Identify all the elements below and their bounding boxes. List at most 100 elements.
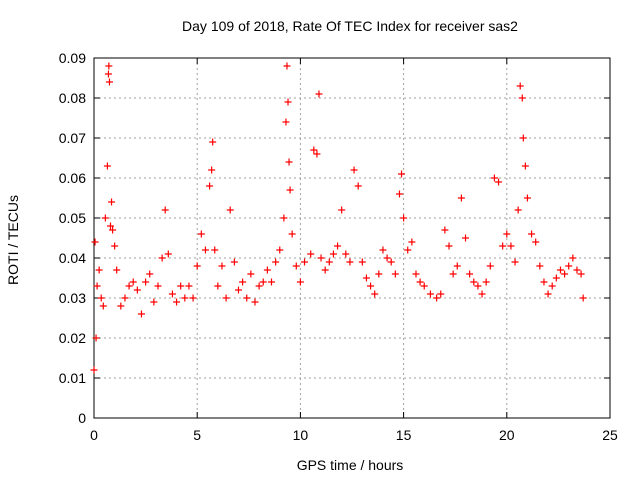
chart-title: Day 109 of 2018, Rate Of TEC Index for r…	[182, 18, 518, 34]
grid-lines	[94, 58, 610, 418]
data-point	[181, 294, 189, 302]
x-tick-label: 10	[293, 427, 309, 443]
data-point	[420, 282, 428, 290]
data-point	[173, 298, 181, 306]
data-point	[453, 262, 461, 270]
data-point	[189, 294, 197, 302]
data-point	[108, 198, 116, 206]
data-point	[395, 190, 403, 198]
data-point	[470, 278, 478, 286]
data-point	[383, 254, 391, 262]
data-point	[371, 290, 379, 298]
data-point	[338, 206, 346, 214]
data-point	[482, 278, 490, 286]
data-point	[251, 298, 259, 306]
data-point	[499, 242, 507, 250]
data-point	[276, 246, 284, 254]
data-point	[362, 274, 370, 282]
data-point	[164, 250, 172, 258]
data-point	[247, 270, 255, 278]
data-point	[474, 282, 482, 290]
x-axis-label: GPS time / hours	[297, 457, 404, 473]
data-point	[540, 278, 548, 286]
y-tick-label: 0.04	[59, 250, 86, 266]
data-point	[226, 206, 234, 214]
data-point	[101, 214, 109, 222]
data-point	[142, 278, 150, 286]
data-point	[350, 166, 358, 174]
y-tick-label: 0	[78, 410, 86, 426]
data-point	[125, 282, 133, 290]
data-point	[556, 266, 564, 274]
data-point	[107, 222, 115, 230]
data-point	[579, 294, 587, 302]
data-point	[239, 278, 247, 286]
data-point	[315, 90, 323, 98]
data-point	[208, 166, 216, 174]
data-point	[486, 262, 494, 270]
data-point	[214, 282, 222, 290]
data-points	[90, 62, 587, 374]
data-point	[495, 178, 503, 186]
y-tick-label: 0.08	[59, 90, 86, 106]
data-point	[416, 278, 424, 286]
data-point	[321, 266, 329, 274]
data-point	[503, 230, 511, 238]
data-point	[375, 270, 383, 278]
data-point	[268, 278, 276, 286]
data-point	[523, 194, 531, 202]
data-point	[514, 206, 522, 214]
data-point	[284, 98, 292, 106]
data-point	[105, 62, 113, 70]
data-point	[91, 238, 99, 246]
data-point	[92, 334, 100, 342]
data-point	[99, 302, 107, 310]
data-point	[168, 290, 176, 298]
data-point	[548, 282, 556, 290]
data-point	[358, 258, 366, 266]
data-point	[577, 270, 585, 278]
data-point	[544, 290, 552, 298]
data-point	[282, 118, 290, 126]
data-point	[105, 78, 113, 86]
data-point	[177, 282, 185, 290]
data-point	[97, 294, 105, 302]
data-point	[222, 294, 230, 302]
y-axis-label: ROTI / TECUs	[5, 195, 21, 285]
data-point	[150, 298, 158, 306]
data-point	[263, 266, 271, 274]
data-point	[129, 278, 137, 286]
data-point	[154, 282, 162, 290]
data-point	[367, 282, 375, 290]
data-point	[146, 270, 154, 278]
data-point	[433, 294, 441, 302]
data-point	[462, 234, 470, 242]
data-point	[243, 294, 251, 302]
data-point	[283, 62, 291, 70]
data-point	[445, 242, 453, 250]
data-point	[398, 170, 406, 178]
y-tick-label: 0.02	[59, 330, 86, 346]
data-point	[354, 182, 362, 190]
y-tick-label: 0.06	[59, 170, 86, 186]
data-point	[391, 270, 399, 278]
data-point	[255, 282, 263, 290]
y-tick-label: 0.09	[59, 50, 86, 66]
data-point	[93, 282, 101, 290]
data-point	[346, 258, 354, 266]
data-point	[516, 82, 524, 90]
data-point	[325, 258, 333, 266]
data-point	[113, 266, 121, 274]
data-point	[211, 246, 219, 254]
data-point	[569, 254, 577, 262]
data-point	[292, 262, 300, 270]
data-point	[449, 270, 457, 278]
data-point	[121, 294, 129, 302]
data-point	[310, 146, 318, 154]
data-point	[111, 242, 119, 250]
data-point	[313, 150, 321, 158]
data-point	[296, 278, 304, 286]
data-point	[109, 226, 117, 234]
data-point	[133, 286, 141, 294]
